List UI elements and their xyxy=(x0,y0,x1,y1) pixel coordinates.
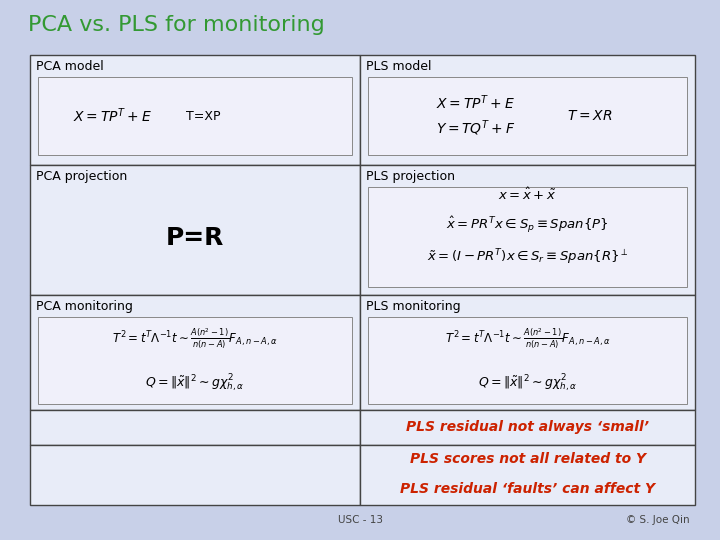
Text: $T = XR$: $T = XR$ xyxy=(567,109,612,123)
Text: USC - 13: USC - 13 xyxy=(338,515,382,525)
Text: © S. Joe Qin: © S. Joe Qin xyxy=(626,515,690,525)
Text: T=XP: T=XP xyxy=(186,110,220,123)
Bar xyxy=(30,165,360,295)
Text: P=R: P=R xyxy=(166,226,224,250)
Bar xyxy=(30,445,360,505)
Text: PLS scores not all related to Y: PLS scores not all related to Y xyxy=(410,452,646,466)
Bar xyxy=(360,55,695,165)
Text: PCA monitoring: PCA monitoring xyxy=(36,300,133,313)
Bar xyxy=(360,410,695,445)
Text: PLS residual not always ‘small’: PLS residual not always ‘small’ xyxy=(406,421,649,435)
Bar xyxy=(368,77,687,155)
Bar xyxy=(30,295,360,410)
Text: PLS monitoring: PLS monitoring xyxy=(366,300,461,313)
Bar xyxy=(38,77,352,155)
Text: $X = TP^T + E$: $X = TP^T + E$ xyxy=(436,94,515,112)
Text: PCA model: PCA model xyxy=(36,60,104,73)
Text: $\hat{x} = PR^T x \in S_p \equiv Span\{P\}$: $\hat{x} = PR^T x \in S_p \equiv Span\{P… xyxy=(446,215,609,235)
Bar xyxy=(360,295,695,410)
Text: PLS projection: PLS projection xyxy=(366,170,455,183)
Text: PCA vs. PLS for monitoring: PCA vs. PLS for monitoring xyxy=(28,15,325,35)
Bar xyxy=(38,317,352,404)
Text: $X = TP^T + E$: $X = TP^T + E$ xyxy=(73,107,153,125)
Bar xyxy=(30,55,360,165)
Text: PLS residual ‘faults’ can affect Y: PLS residual ‘faults’ can affect Y xyxy=(400,482,655,496)
Text: $Q = \|\tilde{x}\|^2 \sim g\chi^2_{h,\alpha}$: $Q = \|\tilde{x}\|^2 \sim g\chi^2_{h,\al… xyxy=(145,373,245,394)
Text: $x = \hat{x} + \tilde{x}$: $x = \hat{x} + \tilde{x}$ xyxy=(498,187,557,203)
Text: $Y = TQ^T + F$: $Y = TQ^T + F$ xyxy=(436,118,516,138)
Bar xyxy=(30,410,360,445)
Bar xyxy=(368,187,687,287)
Bar xyxy=(360,165,695,295)
Text: $T^2 = t^T \Lambda^{-1} t \sim \frac{A(n^2-1)}{n(n-A)} F_{A,n-A,\alpha}$: $T^2 = t^T \Lambda^{-1} t \sim \frac{A(n… xyxy=(112,326,278,351)
Bar xyxy=(368,317,687,404)
Text: $T^2 = t^T \Lambda^{-1} t \sim \frac{A(n^2-1)}{n(n-A)} F_{A,n-A,\alpha}$: $T^2 = t^T \Lambda^{-1} t \sim \frac{A(n… xyxy=(444,326,611,351)
Bar xyxy=(360,445,695,505)
Text: PLS model: PLS model xyxy=(366,60,431,73)
Text: $Q = \|\tilde{x}\|^2 \sim g\chi^2_{h,\alpha}$: $Q = \|\tilde{x}\|^2 \sim g\chi^2_{h,\al… xyxy=(478,373,577,394)
Text: $\tilde{x} = (I - PR^T)x \in S_r \equiv Span\{R\}^\perp$: $\tilde{x} = (I - PR^T)x \in S_r \equiv … xyxy=(427,247,629,267)
Text: PCA projection: PCA projection xyxy=(36,170,127,183)
